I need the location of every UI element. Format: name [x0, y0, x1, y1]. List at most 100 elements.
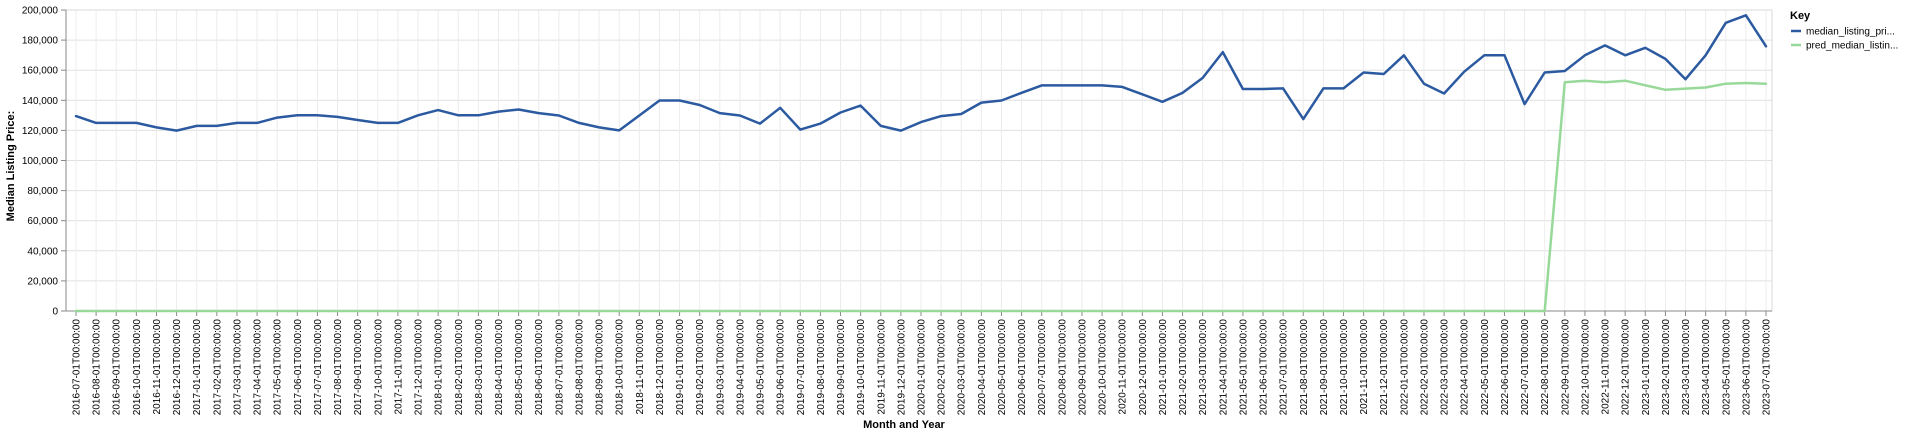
x-tick-label: 2023-04-01T00:00:00	[1701, 319, 1712, 416]
x-tick-label: 2017-03-01T00:00:00	[232, 319, 243, 416]
x-tick-label: 2022-11-01T00:00:00	[1601, 319, 1612, 415]
x-tick-label: 2018-04-01T00:00:00	[494, 319, 505, 416]
y-tick-label: 160,000	[22, 66, 59, 77]
y-tick-label: 200,000	[22, 6, 59, 17]
x-tick-label: 2020-04-01T00:00:00	[977, 319, 988, 416]
x-tick-label: 2019-03-01T00:00:00	[715, 319, 726, 416]
x-tick-label: 2021-04-01T00:00:00	[1218, 319, 1229, 416]
y-tick-label: 80,000	[27, 186, 58, 197]
x-tick-label: 2019-10-01T00:00:00	[856, 319, 867, 416]
x-gridlines	[75, 10, 1767, 311]
x-tick-label: 2019-06-01T00:00:00	[776, 319, 787, 416]
x-tick-label: 2018-06-01T00:00:00	[534, 319, 545, 416]
y-tick-label: 60,000	[27, 216, 58, 227]
x-tick-label: 2017-04-01T00:00:00	[253, 319, 264, 416]
x-tick-label: 2020-11-01T00:00:00	[1118, 319, 1129, 415]
x-tick-label: 2017-01-01T00:00:00	[192, 319, 203, 416]
x-axis: 2016-07-01T00:00:00 2016-08-01T00:00:00 20…	[66, 310, 1773, 416]
x-tick-label: 2019-02-01T00:00:00	[695, 319, 706, 416]
x-tick-label: 2019-12-01T00:00:00	[896, 319, 907, 416]
x-tick-label: 2020-12-01T00:00:00	[1138, 319, 1149, 416]
x-tick-label: 2022-09-01T00:00:00	[1560, 319, 1571, 416]
x-tick-label: 2021-11-01T00:00:00	[1359, 319, 1370, 415]
y-axis-title: Median Listing Price:	[5, 111, 17, 222]
x-tick-label: 2023-06-01T00:00:00	[1741, 319, 1752, 416]
x-tick-label: 2022-08-01T00:00:00	[1540, 319, 1551, 416]
y-tick-label: 0	[52, 307, 58, 318]
x-tick-label: 2017-11-01T00:00:00	[393, 319, 404, 415]
x-tick-label: 2018-09-01T00:00:00	[595, 319, 606, 416]
x-tick-label: 2019-09-01T00:00:00	[836, 319, 847, 416]
legend-label: median_listing_pri...	[1806, 27, 1895, 38]
x-tick-label: 2020-05-01T00:00:00	[997, 319, 1008, 416]
x-tick-label: 2017-09-01T00:00:00	[353, 319, 364, 416]
x-tick-label: 2018-05-01T00:00:00	[514, 319, 525, 416]
x-tick-label: 2017-10-01T00:00:00	[373, 319, 384, 416]
gridlines	[66, 9, 1772, 312]
x-tick-label: 2021-06-01T00:00:00	[1259, 319, 1270, 416]
x-tick-label: 2023-01-01T00:00:00	[1641, 319, 1652, 416]
x-tick-label: 2018-10-01T00:00:00	[615, 319, 626, 416]
x-tick-label: 2017-05-01T00:00:00	[273, 319, 284, 416]
x-tick-label: 2022-01-01T00:00:00	[1399, 319, 1410, 416]
x-tick-label: 2021-12-01T00:00:00	[1379, 319, 1390, 416]
x-tick-label: 2022-12-01T00:00:00	[1621, 319, 1632, 416]
x-tick-label: 2016-10-01T00:00:00	[132, 319, 143, 416]
x-tick-label: 2022-05-01T00:00:00	[1480, 319, 1491, 416]
x-tick-label: 2020-08-01T00:00:00	[1057, 319, 1068, 416]
x-tick-label: 2019-01-01T00:00:00	[675, 319, 686, 416]
x-tick-label: 2022-04-01T00:00:00	[1460, 319, 1471, 416]
x-tick-label: 2019-04-01T00:00:00	[735, 319, 746, 416]
x-tick-label: 2018-01-01T00:00:00	[434, 319, 445, 416]
y-axis: 0 20,000 40,000 60,000 80,000 100,000 120,000 1…	[22, 6, 67, 318]
legend-label: pred_median_listin...	[1806, 41, 1898, 52]
x-tick-label: 2018-11-01T00:00:00	[635, 319, 646, 415]
legend: Key median_listing_pri... pred_median_lis…	[1790, 10, 1898, 52]
x-tick-label: 2021-03-01T00:00:00	[1198, 319, 1209, 416]
x-tick-label: 2021-07-01T00:00:00	[1279, 319, 1290, 416]
x-tick-label: 2022-03-01T00:00:00	[1440, 319, 1451, 416]
x-tick-label: 2020-10-01T00:00:00	[1098, 319, 1109, 416]
x-tick-label: 2018-07-01T00:00:00	[554, 319, 565, 416]
x-tick-label: 2019-05-01T00:00:00	[756, 319, 767, 416]
x-tick-label: 2022-06-01T00:00:00	[1500, 319, 1511, 416]
x-tick-label: 2022-07-01T00:00:00	[1520, 319, 1531, 416]
x-tick-label: 2023-02-01T00:00:00	[1661, 319, 1672, 416]
x-tick-label: 2023-07-01T00:00:00	[1762, 319, 1773, 416]
x-tick-label: 2017-02-01T00:00:00	[212, 319, 223, 416]
x-axis-title: Month and Year	[863, 419, 945, 431]
series-layer	[74, 14, 1768, 313]
x-tick-label: 2022-02-01T00:00:00	[1419, 319, 1430, 416]
x-tick-label: 2016-07-01T00:00:00	[72, 319, 83, 416]
x-tick-label: 2017-12-01T00:00:00	[414, 319, 425, 416]
x-tick-label: 2016-09-01T00:00:00	[112, 319, 123, 416]
x-tick-label: 2017-07-01T00:00:00	[313, 319, 324, 416]
x-tick-label: 2017-08-01T00:00:00	[333, 319, 344, 416]
legend-title: Key	[1790, 10, 1811, 22]
x-tick-label: 2018-12-01T00:00:00	[655, 319, 666, 416]
x-tick-label: 2023-03-01T00:00:00	[1681, 319, 1692, 416]
x-tick-label: 2017-06-01T00:00:00	[293, 319, 304, 416]
x-tick-label: 2020-06-01T00:00:00	[1017, 319, 1028, 416]
x-tick-label: 2018-08-01T00:00:00	[574, 319, 585, 416]
x-tick-label: 2021-08-01T00:00:00	[1299, 319, 1310, 416]
x-tick-label: 2016-12-01T00:00:00	[172, 319, 183, 416]
x-tick-label: 2021-01-01T00:00:00	[1158, 319, 1169, 416]
x-tick-label: 2020-01-01T00:00:00	[917, 319, 928, 416]
x-tick-label: 2021-02-01T00:00:00	[1178, 319, 1189, 416]
x-tick-label: 2019-11-01T00:00:00	[876, 319, 887, 415]
x-tick-label: 2021-09-01T00:00:00	[1319, 319, 1330, 416]
y-tick-label: 100,000	[22, 156, 59, 167]
series-line-median-listing-pri	[74, 14, 1768, 132]
x-tick-label: 2019-07-01T00:00:00	[796, 319, 807, 416]
x-tick-label: 2020-09-01T00:00:00	[1077, 319, 1088, 416]
x-tick-label: 2018-03-01T00:00:00	[474, 319, 485, 416]
x-tick-label: 2016-08-01T00:00:00	[92, 319, 103, 416]
x-tick-label: 2019-08-01T00:00:00	[816, 319, 827, 416]
y-tick-label: 140,000	[22, 96, 59, 107]
y-tick-label: 120,000	[22, 126, 59, 137]
x-tick-label: 2020-02-01T00:00:00	[937, 319, 948, 416]
x-tick-label: 2022-10-01T00:00:00	[1580, 319, 1591, 416]
y-tick-label: 180,000	[22, 36, 59, 47]
